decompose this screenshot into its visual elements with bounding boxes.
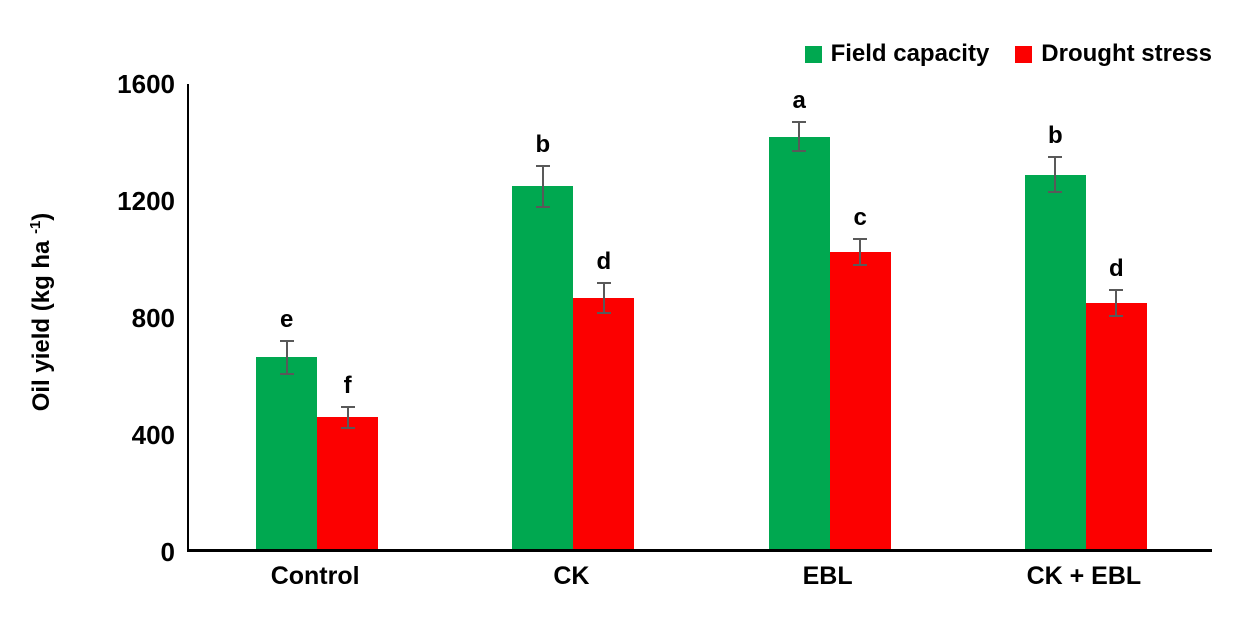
bar-field-capacity-control (256, 357, 318, 549)
y-tick-label-1200: 1200 (117, 186, 175, 216)
significance-letter-field-capacity-ck: b (535, 130, 551, 158)
error-bar-cap-bottom (535, 205, 550, 208)
error-bar-cap-top (1048, 156, 1063, 159)
error-bar-cap-top (596, 282, 611, 285)
legend-item-drought-stress: Drought stress (1015, 40, 1212, 68)
significance-letter-drought-stress-ebl: c (853, 203, 867, 231)
y-tick-label-1600: 1600 (117, 69, 175, 99)
error-bar-drought-stress-ebl (859, 238, 862, 266)
legend-item-field-capacity: Field capacity (804, 40, 990, 68)
y-axis-tick-labels: 0 400 800 1200 1600 (70, 70, 175, 566)
significance-letter-drought-stress-control: f (343, 372, 352, 400)
legend-swatch-drought-stress-icon (1015, 45, 1033, 63)
x-tick-label-ebl: EBL (802, 562, 853, 590)
error-bar-cap-bottom (596, 311, 611, 314)
significance-letter-field-capacity-ck-ebl: b (1048, 122, 1063, 150)
significance-letter-drought-stress-ck-ebl: d (1109, 255, 1124, 283)
error-bar-field-capacity-control (285, 341, 288, 374)
legend-label-field-capacity: Field capacity (830, 40, 990, 67)
error-bar-cap-top (279, 340, 294, 343)
error-bar-cap-bottom (792, 150, 807, 153)
error-bar-cap-top (340, 406, 355, 409)
y-tick-label-400: 400 (131, 420, 175, 450)
error-bar-cap-bottom (1048, 191, 1063, 194)
bar-drought-stress-control (317, 417, 379, 549)
error-bar-cap-bottom (1109, 315, 1124, 318)
y-tick-label-0: 0 (160, 537, 175, 567)
significance-letter-field-capacity-control: e (279, 306, 294, 334)
legend-label-drought-stress: Drought stress (1041, 40, 1212, 67)
y-axis-title-superscript: -1 (28, 220, 44, 234)
bar-field-capacity-ebl (768, 136, 830, 549)
significance-letter-field-capacity-ebl: a (792, 86, 806, 114)
error-bar-cap-top (853, 237, 868, 240)
x-tick-label-control: Control (270, 562, 360, 590)
y-axis-title-text: Oil yield (kg ha (28, 233, 55, 412)
y-axis-title: Oil yield (kg ha -1) (28, 213, 56, 412)
y-axis-title-close: ) (28, 212, 55, 221)
x-axis-tick-labels: Control CK EBL CK + EBL (187, 562, 1212, 596)
error-bar-field-capacity-ck-ebl (1054, 157, 1057, 193)
plot-area: e f b d a c b d (187, 84, 1212, 552)
legend: Field capacity Drought stress (804, 40, 1212, 68)
error-bar-drought-stress-control (346, 407, 349, 428)
x-tick-label-ck: CK (553, 562, 590, 590)
error-bar-cap-top (1109, 289, 1124, 292)
y-tick-label-800: 800 (131, 303, 175, 333)
error-bar-cap-bottom (279, 372, 294, 375)
error-bar-field-capacity-ebl (798, 121, 801, 152)
bar-drought-stress-ck (573, 298, 635, 549)
x-tick-label-ck-ebl: CK + EBL (1026, 562, 1142, 590)
error-bar-cap-top (792, 120, 807, 123)
significance-letter-drought-stress-ck: d (596, 248, 612, 276)
error-bar-cap-bottom (853, 264, 868, 267)
error-bar-field-capacity-ck (541, 165, 544, 207)
bar-drought-stress-ck-ebl (1085, 303, 1147, 549)
bar-field-capacity-ck (512, 186, 574, 549)
error-bar-drought-stress-ck (602, 283, 605, 313)
legend-swatch-field-capacity-icon (804, 45, 822, 63)
error-bar-drought-stress-ck-ebl (1115, 290, 1118, 317)
error-bar-cap-top (535, 164, 550, 167)
bar-field-capacity-ck-ebl (1024, 174, 1086, 549)
bar-drought-stress-ebl (829, 252, 891, 549)
error-bar-cap-bottom (340, 426, 355, 429)
